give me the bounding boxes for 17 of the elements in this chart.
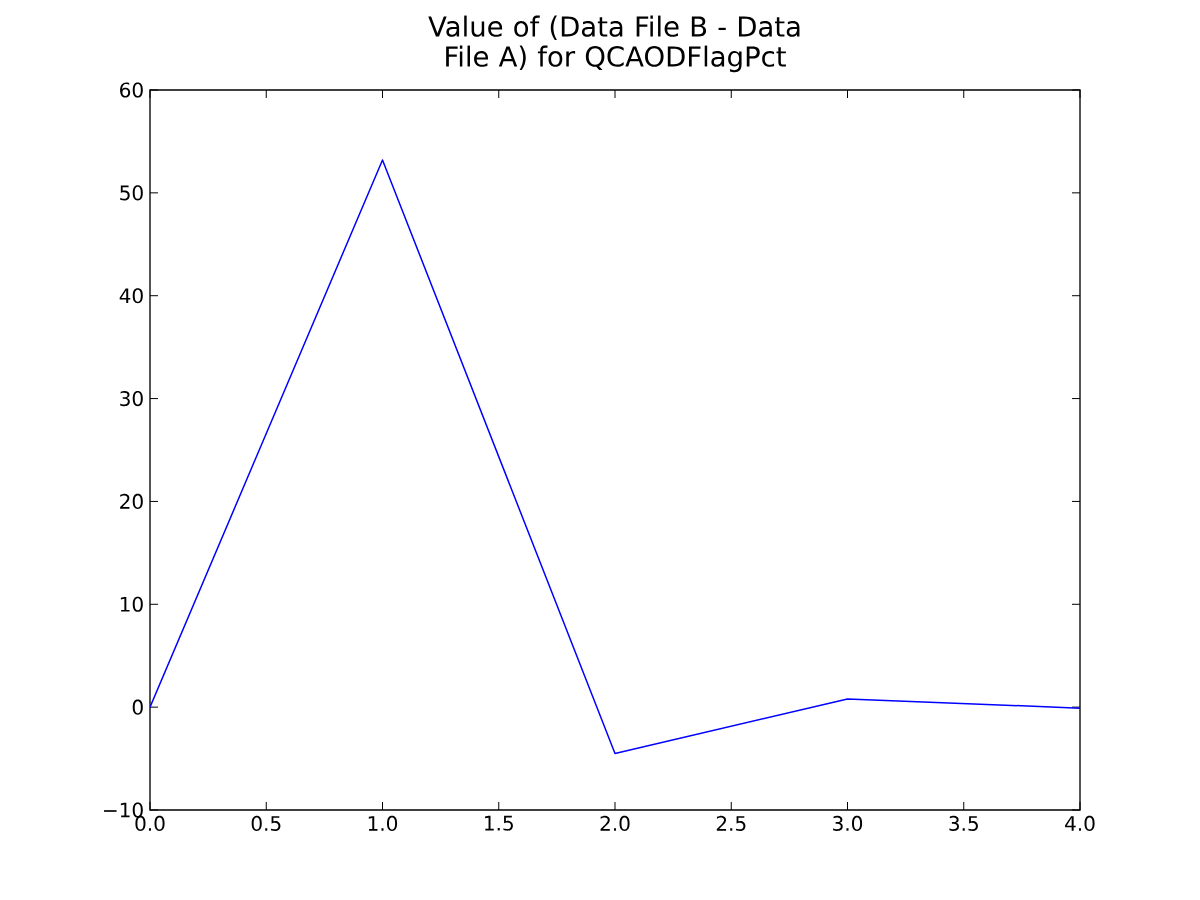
y-tick-label: 60: [120, 82, 143, 98]
x-tick-label: 2.0: [600, 815, 630, 831]
x-tick-label: 1.0: [368, 815, 398, 831]
x-tick-label: 1.5: [485, 815, 513, 831]
x-tick-label: 3.5: [949, 815, 978, 831]
x-tick-label: 4.0: [1065, 815, 1095, 831]
x-tick-label: 0.5: [251, 815, 281, 831]
y-tick-label: 0: [132, 699, 143, 715]
x-tick-label: 2.5: [716, 815, 746, 831]
chart-title: Value of (Data File B - Data File A) for QCAODFlagPct: [428, 15, 800, 73]
line-series: [150, 159, 1081, 755]
y-tick-label: 40: [119, 288, 143, 304]
x-tick-label: 3.0: [833, 815, 863, 831]
y-tick-label: 20: [120, 493, 143, 509]
y-tick-label: 10: [120, 596, 143, 612]
y-tick-label: 30: [120, 391, 143, 407]
y-tick-label: 50: [120, 185, 143, 201]
